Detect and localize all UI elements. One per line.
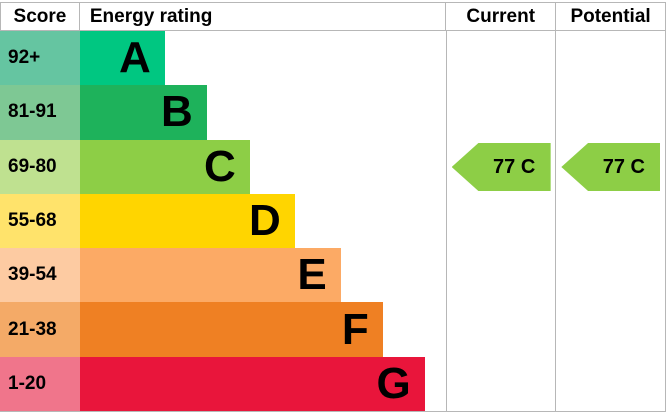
header-potential: Potential [555, 3, 665, 30]
current-column: 77 C [445, 31, 556, 411]
band-row: F [79, 302, 446, 357]
rating-letter-f: F [341, 304, 369, 354]
epc-table: Score Energy rating Current Potential 92… [0, 2, 666, 412]
band-row: A [79, 31, 446, 86]
header-energy-rating: Energy rating [89, 5, 213, 27]
score-range-a: 92+ [0, 31, 80, 86]
potential-rating-arrow: 77 C [561, 143, 661, 191]
current-rating-arrow: 77 C [451, 143, 551, 191]
header-score: Score [0, 3, 80, 30]
rating-bar-d: D [79, 193, 295, 249]
header-current: Current [445, 3, 555, 30]
chart-body: 92+ 81-91 69-80 55-68 39-54 21-38 1-20 A… [0, 31, 665, 412]
score-range-b: 81-91 [0, 85, 80, 140]
score-range-c: 69-80 [0, 139, 80, 194]
potential-column: 77 C [555, 31, 665, 411]
band-row: E [79, 248, 446, 303]
rating-letter-e: E [297, 250, 327, 300]
band-row: C [79, 139, 446, 194]
rating-bar-b: B [79, 85, 207, 140]
rating-bar-f: F [79, 302, 383, 357]
rating-bar-e: E [79, 248, 341, 303]
rating-bar-a: A [79, 31, 165, 86]
score-range-f: 21-38 [0, 302, 80, 357]
rating-letter-g: G [376, 358, 411, 408]
score-range-g: 1-20 [0, 356, 80, 411]
band-row: D [79, 193, 446, 249]
score-range-e: 39-54 [0, 248, 80, 303]
rating-letter-d: D [248, 195, 281, 245]
rating-bars-column: A B C D [79, 31, 446, 411]
score-column: 92+ 81-91 69-80 55-68 39-54 21-38 1-20 [0, 31, 80, 411]
header-row: Score Energy rating Current Potential [0, 3, 665, 31]
rating-letter-a: A [118, 33, 151, 83]
rating-letter-b: B [160, 87, 193, 137]
score-range-d: 55-68 [0, 193, 80, 249]
band-row: G [79, 356, 446, 411]
rating-letter-c: C [203, 141, 236, 191]
band-row: B [79, 85, 446, 140]
rating-bar-g: G [79, 356, 425, 411]
rating-bar-c: C [79, 139, 250, 194]
